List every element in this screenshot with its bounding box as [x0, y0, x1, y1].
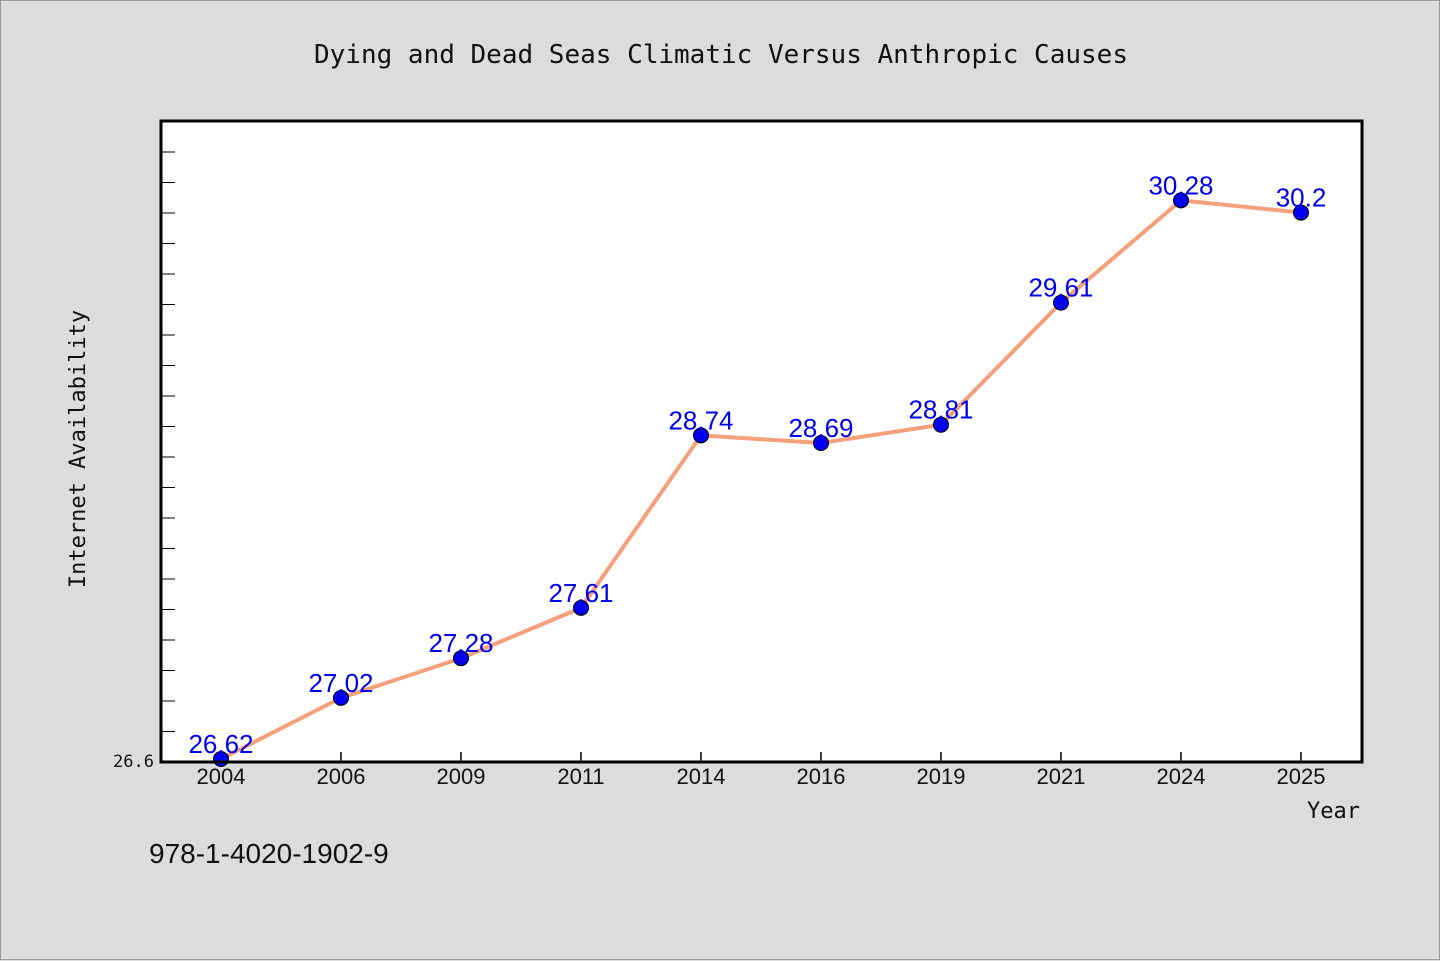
data-point	[1053, 294, 1069, 311]
x-tick-label: 2025	[1277, 764, 1326, 789]
x-tick-label: 2024	[1157, 764, 1206, 789]
x-tick-label: 2011	[557, 764, 604, 789]
data-point	[1173, 192, 1189, 209]
data-point	[453, 650, 469, 667]
x-axis-label: Year	[1307, 799, 1360, 824]
data-point	[693, 427, 709, 444]
data-point	[813, 435, 829, 452]
chart-title: Dying and Dead Seas Climatic Versus Anth…	[314, 40, 1128, 70]
data-label: 27.02	[308, 668, 373, 698]
x-tick-label: 2009	[437, 764, 486, 789]
y-axis-ticks	[161, 121, 175, 732]
x-axis-ticks: 2004 2006 2009 2011 2014 2016 2019 2021 2024 2025	[197, 752, 1326, 789]
data-label: 30.28	[1148, 170, 1213, 200]
x-tick-label: 2019	[917, 764, 966, 789]
data-labels: 26.62 27.02 27.28 27.61 28.74 28.69 28.81 29.61…	[188, 170, 1326, 759]
plot-area	[161, 121, 1362, 762]
series-line	[219, 198, 1303, 761]
series-markers	[213, 192, 1309, 767]
x-tick-label: 2016	[797, 764, 846, 789]
data-label: 28.74	[668, 405, 733, 435]
x-tick-label: 2004	[197, 764, 246, 789]
y-axis-label: Internet Availability	[66, 310, 91, 588]
data-label: 30.2	[1276, 183, 1327, 213]
data-label: 28.81	[908, 395, 973, 425]
data-label: 26.62	[188, 729, 253, 759]
data-point	[1293, 204, 1309, 221]
data-point	[333, 689, 349, 706]
data-label: 28.69	[788, 413, 853, 443]
data-point	[933, 416, 949, 433]
x-tick-label: 2014	[677, 764, 726, 789]
plot-border	[159, 119, 1364, 764]
isbn-footer: 978-1-4020-1902-9	[149, 838, 389, 869]
x-tick-label: 2021	[1037, 764, 1086, 789]
data-label: 27.28	[428, 628, 493, 658]
x-tick-label: 2006	[317, 764, 366, 789]
data-label: 27.61	[548, 578, 613, 608]
data-point	[573, 599, 589, 616]
data-label: 29.61	[1028, 273, 1093, 303]
y-tick-label: 26.6	[113, 752, 154, 772]
